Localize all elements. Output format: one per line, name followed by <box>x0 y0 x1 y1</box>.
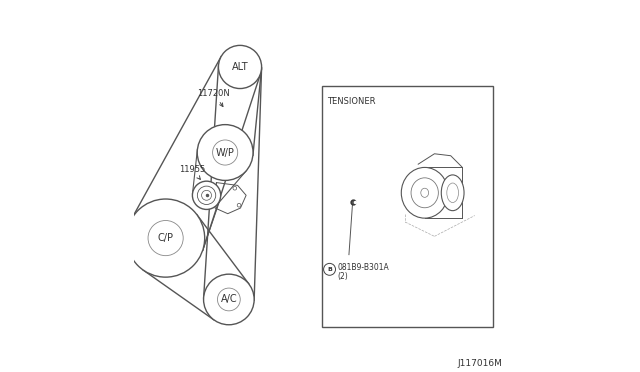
Text: TENSIONER: TENSIONER <box>328 97 376 106</box>
Text: ALT: ALT <box>232 62 248 72</box>
Text: W/P: W/P <box>216 148 235 157</box>
Circle shape <box>218 45 262 89</box>
Ellipse shape <box>442 175 464 211</box>
Bar <box>322 86 493 327</box>
Text: B: B <box>327 267 332 272</box>
Circle shape <box>127 199 205 277</box>
Circle shape <box>193 181 221 209</box>
Circle shape <box>237 203 241 207</box>
Circle shape <box>233 186 237 190</box>
Text: 081B9-B301A: 081B9-B301A <box>337 263 388 272</box>
Text: J117016M: J117016M <box>458 359 502 368</box>
Text: 11955: 11955 <box>179 165 205 179</box>
Ellipse shape <box>401 167 448 218</box>
Circle shape <box>197 125 253 180</box>
Circle shape <box>204 274 254 325</box>
Text: 11720N: 11720N <box>197 89 230 106</box>
Text: (2): (2) <box>337 272 348 281</box>
Text: A/C: A/C <box>221 295 237 304</box>
Text: C/P: C/P <box>157 233 173 243</box>
